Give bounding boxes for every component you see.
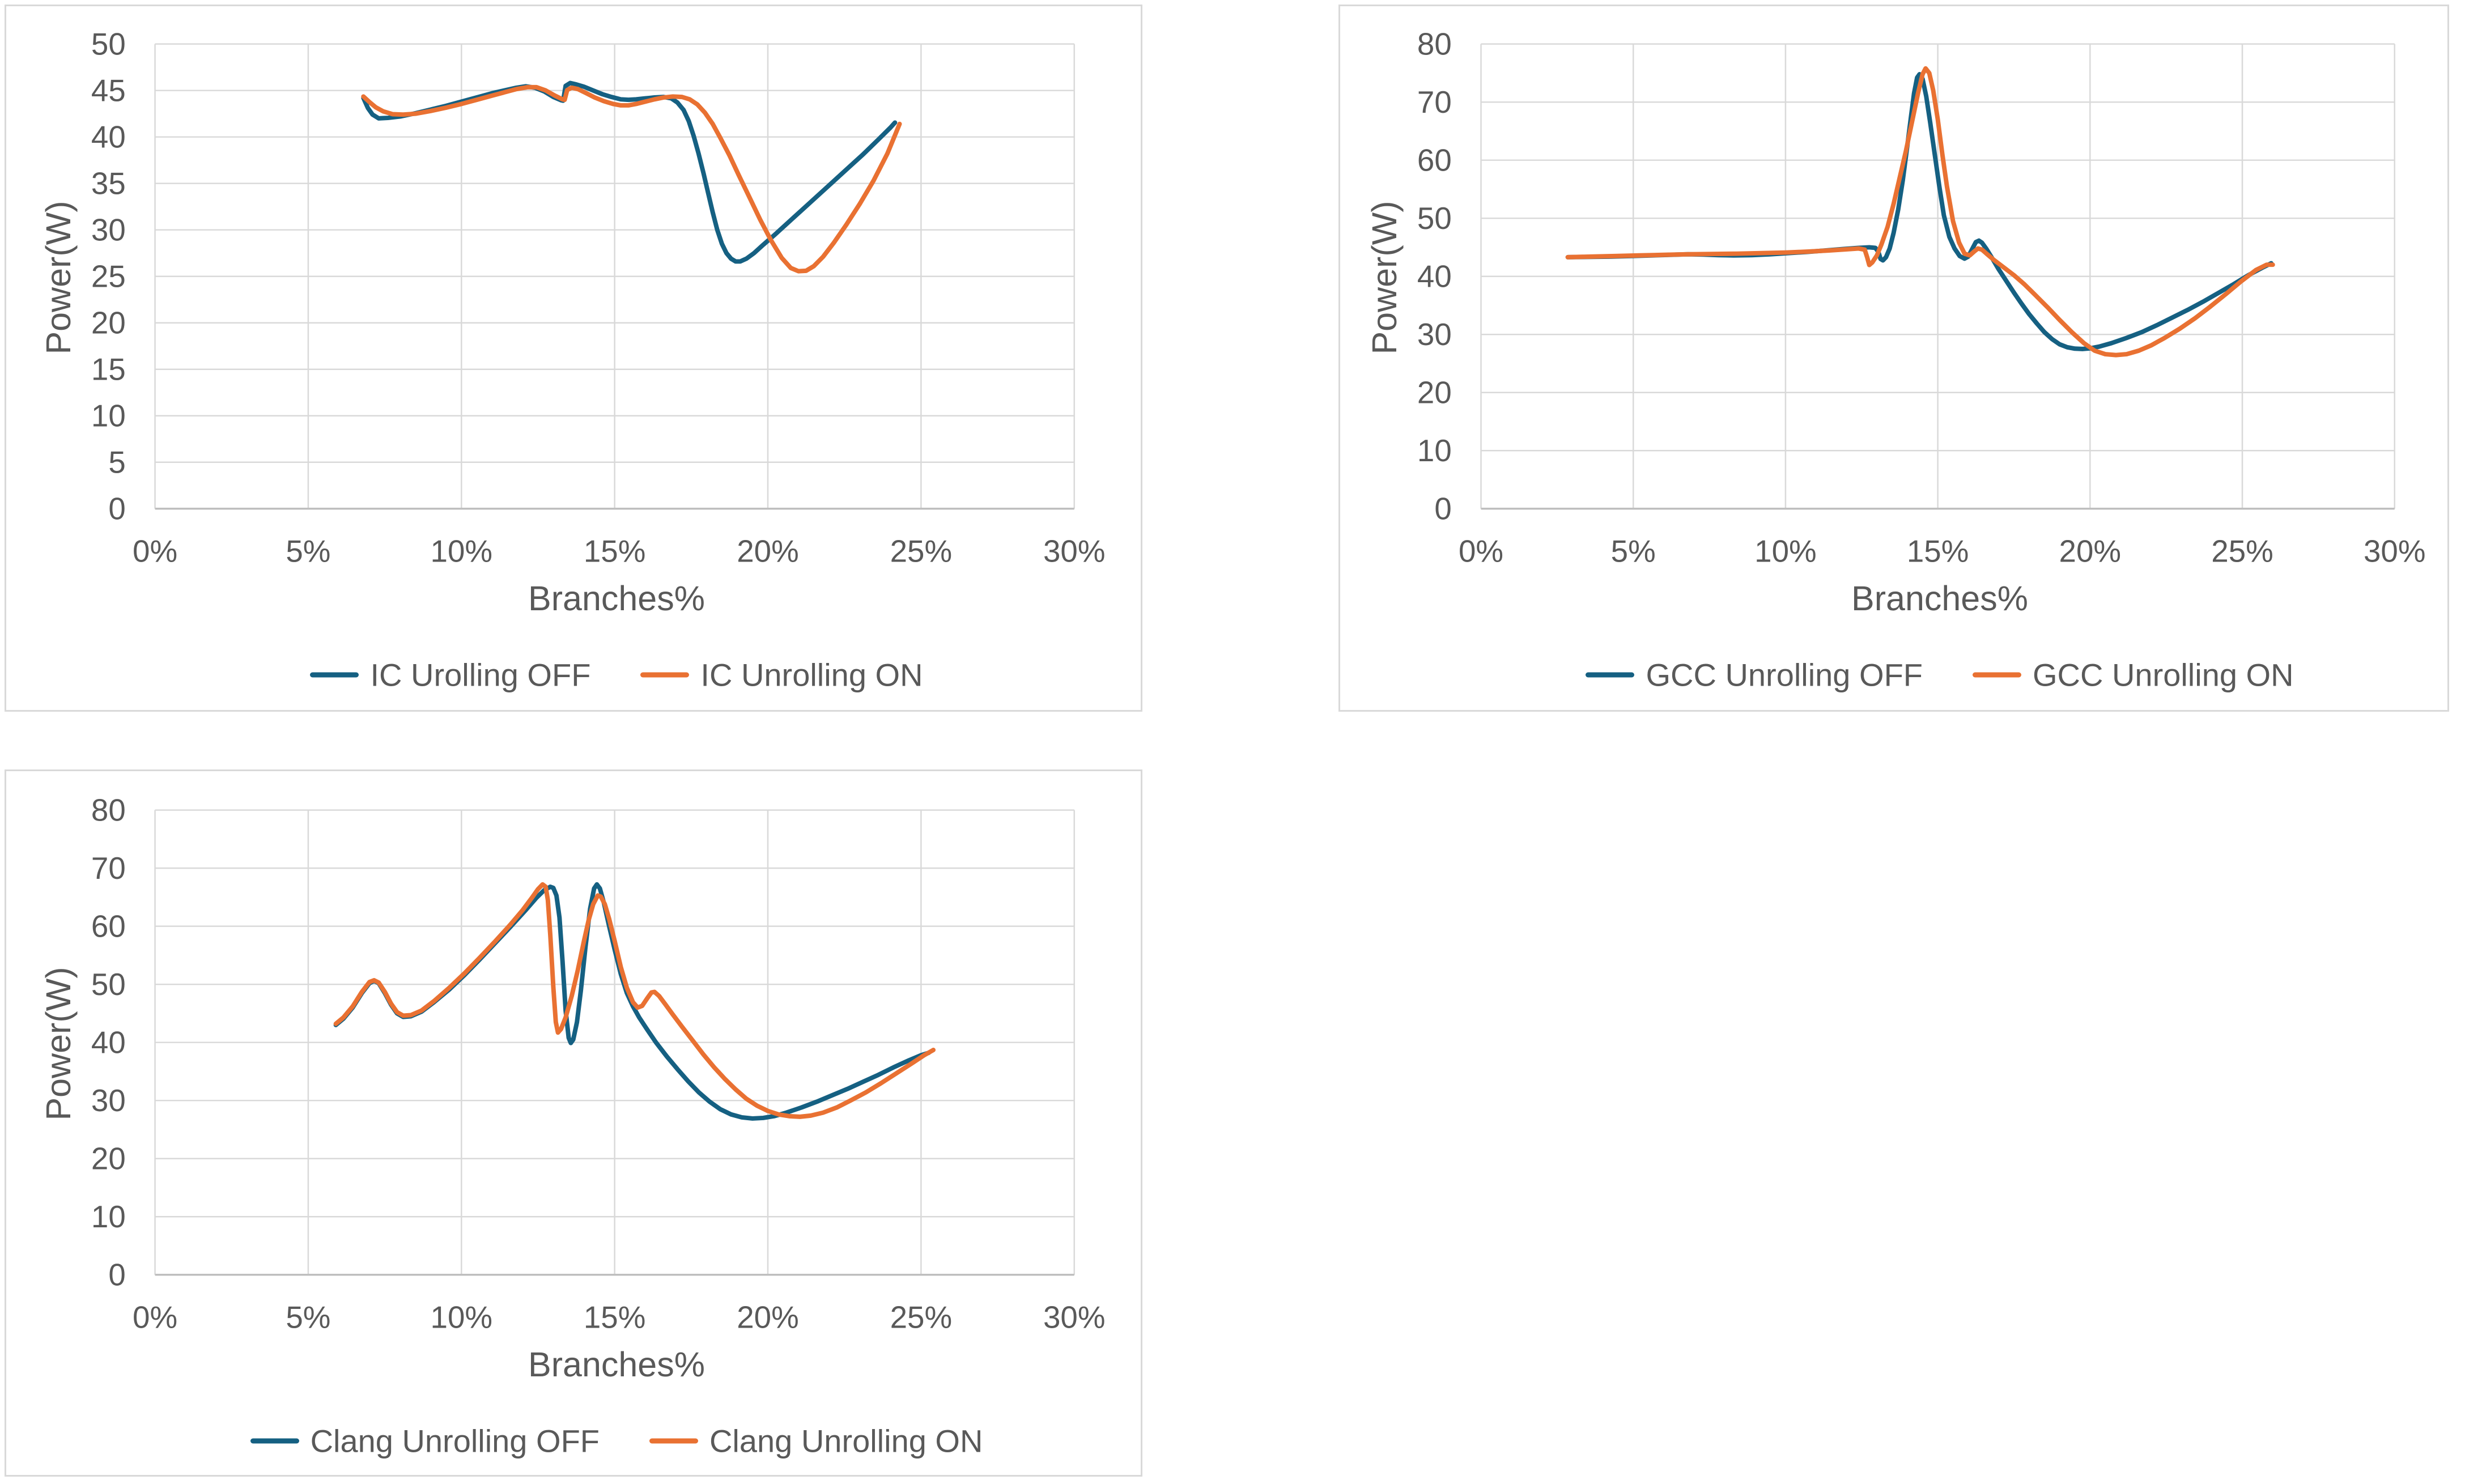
svg-text:15%: 15% bbox=[1907, 533, 1969, 568]
legend-item-clang-off: Clang Unrolling OFF bbox=[250, 1423, 600, 1460]
svg-text:30: 30 bbox=[91, 212, 126, 248]
chart-card-gcc: 0 10 20 30 40 50 60 70 80 0% 5% 10% 15% 20% 25% 30% Pow… bbox=[1338, 5, 2449, 712]
svg-text:0: 0 bbox=[108, 1257, 125, 1292]
legend-line-swatch bbox=[1586, 672, 1635, 678]
svg-text:40: 40 bbox=[1417, 259, 1452, 294]
clang-plot-area: 0 10 20 30 40 50 60 70 80 0% 5% 10% 15% 20% 25% 30% bbox=[91, 793, 1106, 1335]
gcc-x-axis-title: Branches% bbox=[1851, 579, 2028, 618]
svg-text:10: 10 bbox=[1417, 433, 1452, 468]
clang-legend: Clang Unrolling OFF Clang Unrolling ON bbox=[155, 1423, 1078, 1460]
svg-text:10%: 10% bbox=[1754, 533, 1817, 568]
svg-text:80: 80 bbox=[91, 793, 126, 828]
clang-y-axis-title: Power(W) bbox=[39, 967, 78, 1121]
svg-text:20%: 20% bbox=[737, 533, 799, 568]
svg-text:25%: 25% bbox=[2211, 533, 2273, 568]
svg-text:0%: 0% bbox=[133, 1299, 177, 1334]
svg-text:60: 60 bbox=[91, 909, 126, 944]
svg-text:40: 40 bbox=[91, 1025, 126, 1060]
svg-text:35: 35 bbox=[91, 166, 126, 201]
svg-text:20: 20 bbox=[91, 305, 126, 341]
ic-y-axis-title: Power(W) bbox=[39, 201, 78, 355]
svg-text:10: 10 bbox=[91, 1199, 126, 1234]
svg-text:50: 50 bbox=[91, 27, 126, 62]
svg-text:70: 70 bbox=[1417, 84, 1452, 120]
svg-text:5%: 5% bbox=[1611, 533, 1656, 568]
svg-text:80: 80 bbox=[1417, 27, 1452, 62]
svg-text:45: 45 bbox=[91, 73, 126, 108]
svg-text:5%: 5% bbox=[286, 1299, 330, 1334]
legend-label: IC Urolling OFF bbox=[370, 657, 591, 693]
svg-text:20%: 20% bbox=[737, 1299, 799, 1334]
svg-text:0: 0 bbox=[1434, 491, 1451, 526]
svg-text:0%: 0% bbox=[1459, 533, 1503, 568]
legend-line-swatch bbox=[1972, 672, 2021, 678]
svg-text:10: 10 bbox=[91, 398, 126, 433]
legend-label: IC Unrolling ON bbox=[700, 657, 923, 693]
legend-line-swatch bbox=[250, 1438, 299, 1444]
legend-label: Clang Unrolling ON bbox=[709, 1423, 983, 1459]
legend-item-ic-on: IC Unrolling ON bbox=[640, 657, 923, 694]
svg-text:40: 40 bbox=[91, 120, 126, 155]
legend-item-gcc-off: GCC Unrolling OFF bbox=[1586, 657, 1923, 694]
svg-text:10%: 10% bbox=[431, 1299, 493, 1334]
legend-line-swatch bbox=[640, 672, 690, 678]
svg-text:10%: 10% bbox=[431, 533, 493, 568]
svg-text:20%: 20% bbox=[2059, 533, 2122, 568]
clang-x-axis-title: Branches% bbox=[528, 1345, 705, 1384]
gcc-y-axis-title: Power(W) bbox=[1365, 201, 1404, 355]
chart-card-clang: 0 10 20 30 40 50 60 70 80 0% 5% 10% 15% 20% 25% 30% Pow… bbox=[5, 769, 1142, 1477]
chart-card-ic: 0 5 10 15 20 25 30 35 40 45 50 0% 5% 10% 15% 20% 25% 30% … bbox=[5, 5, 1142, 712]
svg-text:30%: 30% bbox=[2364, 533, 2426, 568]
svg-text:25%: 25% bbox=[890, 1299, 953, 1334]
svg-text:70: 70 bbox=[91, 851, 126, 886]
svg-text:0: 0 bbox=[108, 491, 125, 526]
ic-x-axis-title: Branches% bbox=[528, 579, 705, 618]
svg-text:5%: 5% bbox=[286, 533, 330, 568]
svg-text:15%: 15% bbox=[584, 533, 646, 568]
svg-text:30%: 30% bbox=[1043, 1299, 1106, 1334]
svg-text:60: 60 bbox=[1417, 143, 1452, 178]
svg-text:30: 30 bbox=[1417, 317, 1452, 352]
gcc-legend: GCC Unrolling OFF GCC Unrolling ON bbox=[1481, 657, 2399, 694]
svg-text:50: 50 bbox=[91, 967, 126, 1002]
ic-legend: IC Urolling OFF IC Unrolling ON bbox=[155, 657, 1078, 694]
svg-text:0%: 0% bbox=[133, 533, 177, 568]
legend-item-ic-off: IC Urolling OFF bbox=[310, 657, 590, 694]
legend-item-gcc-on: GCC Unrolling ON bbox=[1972, 657, 2294, 694]
legend-label: GCC Unrolling ON bbox=[2032, 657, 2294, 693]
svg-text:20: 20 bbox=[91, 1141, 126, 1176]
svg-text:15%: 15% bbox=[584, 1299, 646, 1334]
svg-text:5: 5 bbox=[108, 445, 125, 480]
svg-text:30: 30 bbox=[91, 1083, 126, 1118]
svg-text:25: 25 bbox=[91, 259, 126, 294]
legend-line-swatch bbox=[310, 672, 359, 678]
legend-line-swatch bbox=[649, 1438, 698, 1444]
legend-item-clang-on: Clang Unrolling ON bbox=[649, 1423, 983, 1460]
ic-plot-area: 0 5 10 15 20 25 30 35 40 45 50 0% 5% 10% 15% 20% 25% 30% bbox=[91, 27, 1106, 569]
legend-label: Clang Unrolling OFF bbox=[310, 1423, 600, 1459]
gcc-plot-area: 0 10 20 30 40 50 60 70 80 0% 5% 10% 15% 20% 25% 30% bbox=[1417, 27, 2426, 569]
svg-text:50: 50 bbox=[1417, 201, 1452, 236]
svg-text:20: 20 bbox=[1417, 375, 1452, 410]
svg-text:15: 15 bbox=[91, 352, 126, 387]
svg-text:30%: 30% bbox=[1043, 533, 1106, 568]
legend-label: GCC Unrolling OFF bbox=[1646, 657, 1923, 693]
svg-text:25%: 25% bbox=[890, 533, 953, 568]
